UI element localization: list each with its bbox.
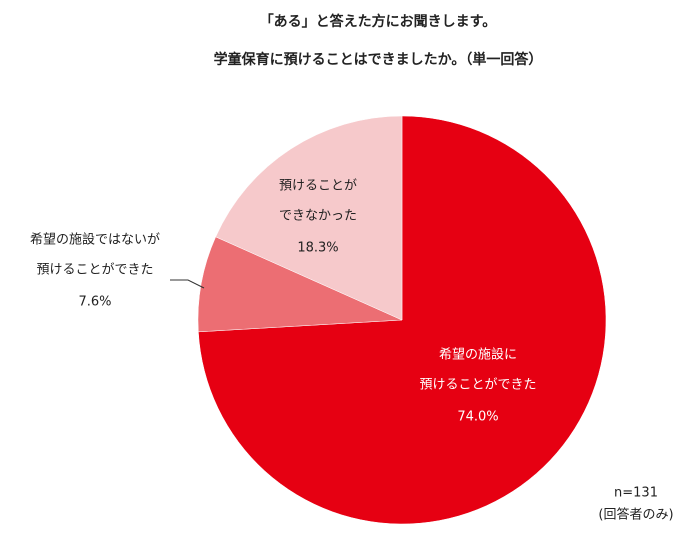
annotation: (回答者のみ) (598, 507, 673, 523)
annotation: n=131 (614, 486, 658, 501)
slice-label: 預けることができた (419, 378, 536, 393)
slice-label: 預けることができた (36, 263, 153, 278)
slice-label: できなかった (279, 209, 357, 224)
slice-label: 希望の施設ではないが (30, 232, 160, 248)
pie-slice (197, 236, 403, 333)
leader-line (170, 279, 205, 289)
pie-slice (215, 115, 403, 321)
chart-subtitle: 学童保育に預けることはできましたか。（単一回答） (214, 51, 543, 68)
value-label: 18.3% (297, 241, 338, 256)
chart-title: 「ある」と答えた方にお聞きします。 (260, 13, 497, 30)
value-label: 7.6% (78, 295, 111, 310)
value-label: 74.0% (457, 410, 498, 425)
slice-label: 希望の施設に (439, 347, 517, 363)
slice-label: 預けることが (279, 179, 357, 194)
